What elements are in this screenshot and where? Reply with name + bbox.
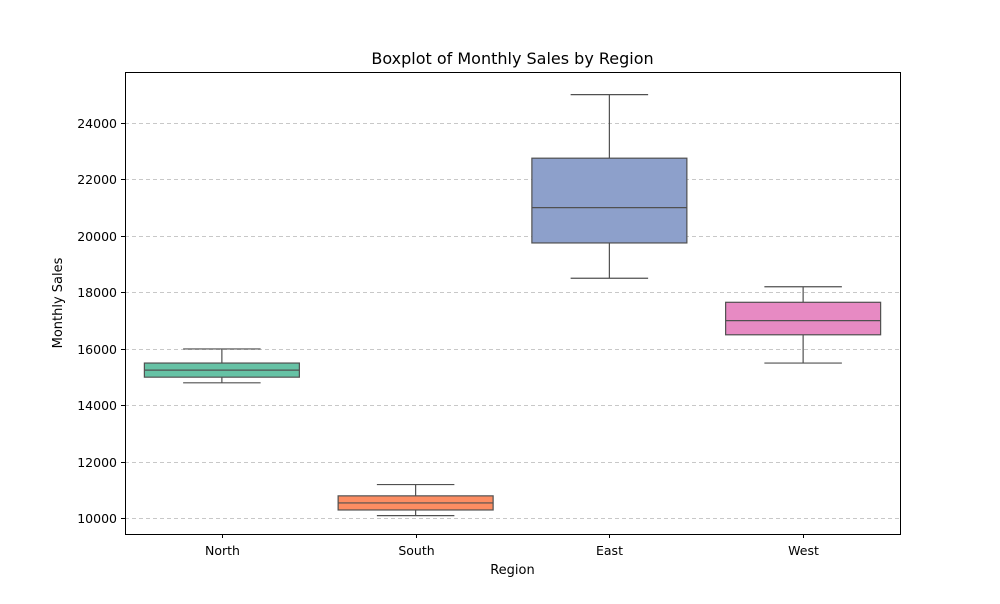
chart-title: Boxplot of Monthly Sales by Region — [371, 49, 653, 68]
x-tick-label: South — [398, 543, 434, 558]
y-tick-label: 16000 — [77, 342, 117, 357]
box-group — [337, 483, 494, 517]
y-tick-label: 10000 — [77, 511, 117, 526]
box-layer — [143, 94, 882, 517]
y-tick-label: 20000 — [77, 229, 117, 244]
x-tick-label: East — [596, 543, 623, 558]
y-axis-label: Monthly Sales — [51, 257, 66, 348]
box-group — [531, 94, 688, 279]
y-axis: 10000 12000 14000 16000 18000 20000 22000 24000 — [77, 116, 125, 526]
x-tick-label: North — [205, 543, 240, 558]
y-tick-label: 14000 — [77, 398, 117, 413]
x-axis-label: Region — [490, 563, 535, 578]
box — [531, 157, 688, 244]
box-group — [725, 286, 882, 364]
y-tick-label: 18000 — [77, 285, 117, 300]
y-tick-label: 24000 — [77, 116, 117, 131]
plot-frame — [125, 72, 901, 535]
y-tick-label: 12000 — [77, 455, 117, 470]
box-group — [143, 348, 300, 384]
x-axis: North South East West — [205, 534, 819, 558]
x-tick-label: West — [788, 543, 819, 558]
y-tick-label: 22000 — [77, 172, 117, 187]
box — [725, 301, 882, 336]
